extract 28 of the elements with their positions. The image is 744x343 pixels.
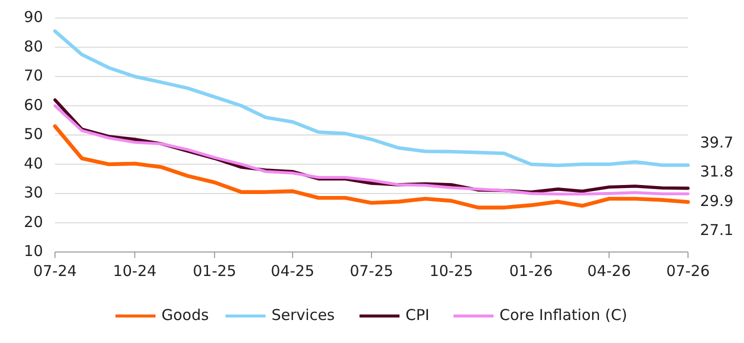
text: 29.9 bbox=[700, 192, 734, 210]
legend-label: Core Inflation (C) bbox=[500, 306, 628, 324]
y-tick-label: 70 bbox=[24, 66, 43, 85]
x-tick-label: 01-26 bbox=[509, 262, 553, 280]
y-tick-label: 40 bbox=[24, 154, 43, 172]
legend-label: CPI bbox=[406, 306, 430, 324]
line-series bbox=[53, 29, 690, 168]
text: 31.8 bbox=[700, 162, 734, 181]
x-tick-label: 10-25 bbox=[429, 262, 474, 280]
y-tick-label: 20 bbox=[24, 212, 43, 231]
x-tick-label: 07-24 bbox=[33, 262, 77, 280]
text: 39.7 bbox=[700, 133, 734, 152]
y-tick-label: 10 bbox=[24, 242, 43, 260]
x-tick-label: 04-26 bbox=[587, 262, 631, 280]
y-tick-label: 60 bbox=[24, 96, 43, 114]
line-series bbox=[53, 124, 690, 210]
x-tick-label: 10-24 bbox=[112, 262, 157, 280]
legend-label: Services bbox=[272, 306, 335, 324]
x-tick-label: 07-26 bbox=[666, 262, 710, 280]
legend-label: Goods bbox=[162, 306, 209, 324]
x-tick-label: 01-25 bbox=[192, 262, 236, 280]
x-tick-label: 04-25 bbox=[270, 262, 314, 280]
y-tick-label: 80 bbox=[24, 37, 43, 56]
x-tick-label: 07-25 bbox=[350, 262, 394, 280]
y-tick-label: 30 bbox=[24, 184, 43, 202]
y-tick-label: 50 bbox=[24, 125, 43, 144]
text: 27.1 bbox=[700, 221, 734, 240]
y-tick-label: 90 bbox=[24, 8, 43, 26]
